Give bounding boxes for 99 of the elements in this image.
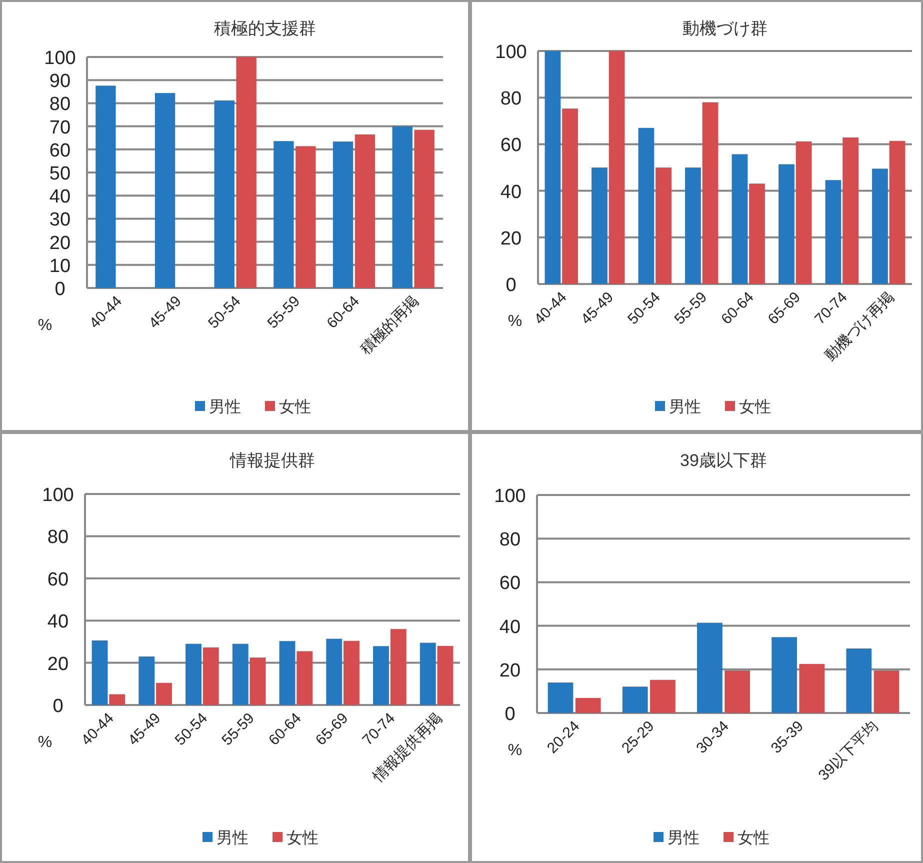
bar [889, 140, 906, 284]
x-tick-label: 39以下平均 [815, 718, 882, 784]
y-tick-label: 0 [504, 704, 516, 725]
y-tick-label: 100 [42, 485, 74, 506]
bar [592, 168, 608, 284]
bar [622, 686, 648, 713]
y-tick-label: 0 [506, 275, 516, 296]
bar [250, 658, 266, 705]
bar [685, 168, 701, 284]
bar [772, 637, 797, 713]
bar [274, 141, 294, 288]
bar [724, 670, 750, 713]
bar [373, 646, 389, 705]
bar [874, 670, 900, 713]
bar [236, 57, 256, 288]
y-tick-label: 60 [499, 573, 521, 594]
bar [842, 137, 858, 284]
bar [214, 100, 234, 288]
legend-label: 女性 [739, 399, 771, 416]
y-tick-label: 80 [499, 530, 521, 551]
bar [354, 134, 376, 288]
y-tick-label: 80 [500, 88, 522, 110]
bar [232, 644, 248, 705]
bar [846, 648, 872, 713]
y-tick-label: 100 [494, 486, 526, 507]
y-tick-label: 90 [49, 71, 71, 92]
bar [332, 142, 354, 288]
y-tick-label: 60 [500, 135, 522, 156]
y-tick-label: 100 [495, 42, 527, 63]
legend-label: 女性 [286, 830, 318, 847]
y-tick-label: 40 [47, 612, 69, 633]
chart-title: 情報提供群 [229, 451, 315, 470]
y-tick-label: 0 [52, 696, 64, 717]
y-tick-label: 20 [47, 654, 69, 675]
chart-title: 動機づけ群 [682, 19, 768, 38]
y-tick-label: 70 [49, 117, 71, 138]
y-tick-label: 10 [49, 256, 71, 277]
bar [186, 644, 202, 705]
legend-label: 男性 [668, 830, 700, 847]
bar [872, 168, 888, 284]
y-tick-label: 40 [499, 616, 521, 638]
bar [778, 164, 794, 284]
y-axis-title: % [508, 313, 522, 330]
legend-label: 女性 [738, 830, 770, 847]
legend-label: 男性 [209, 399, 241, 416]
y-tick-label: 80 [49, 94, 71, 116]
bar [420, 642, 436, 705]
chart-title: 39歳以下群 [680, 451, 767, 470]
bar [414, 130, 434, 288]
bar [326, 638, 342, 705]
bar [138, 656, 155, 705]
y-tick-label: 60 [49, 140, 71, 162]
bar [697, 622, 722, 713]
bar [202, 647, 219, 705]
y-tick-label: 40 [49, 186, 71, 208]
bar [575, 698, 601, 713]
y-axis-title: % [38, 734, 52, 751]
bar [796, 141, 812, 284]
y-tick-label: 40 [500, 182, 522, 203]
bar [544, 51, 561, 284]
bar [562, 108, 578, 284]
bar [656, 168, 672, 284]
y-tick-label: 30 [49, 210, 71, 231]
y-tick-label: 50 [49, 164, 71, 184]
bar [296, 146, 316, 288]
legend-label: 女性 [279, 399, 311, 416]
y-tick-label: 20 [499, 660, 521, 682]
bar [799, 664, 825, 713]
x-tick-label: 積極的再掲 [357, 292, 422, 358]
bar [749, 184, 765, 284]
bar [732, 154, 748, 284]
bar [96, 86, 116, 288]
bar [92, 640, 108, 705]
bar [608, 51, 625, 284]
y-axis-title: % [508, 742, 522, 759]
y-tick-label: 80 [47, 527, 69, 548]
bar [344, 640, 360, 705]
legend-label: 男性 [216, 830, 248, 847]
bar [702, 102, 718, 284]
bar [156, 682, 172, 705]
bar [279, 641, 296, 705]
y-tick-label: 20 [49, 232, 71, 254]
y-tick-label: 100 [44, 48, 76, 69]
bar [296, 651, 313, 705]
bar [392, 126, 412, 288]
y-tick-label: 20 [500, 228, 522, 250]
bar [437, 646, 454, 705]
bar [825, 180, 842, 284]
bar [109, 694, 126, 705]
y-tick-label: 60 [47, 569, 69, 590]
bar [154, 93, 176, 288]
y-axis-title: % [38, 317, 52, 334]
legend-label: 男性 [669, 399, 701, 416]
bar [548, 682, 574, 713]
bar [390, 629, 406, 705]
bar [650, 680, 676, 713]
y-tick-label: 0 [54, 279, 66, 300]
chart-title: 積極的支援群 [214, 19, 316, 38]
bar [638, 128, 654, 284]
